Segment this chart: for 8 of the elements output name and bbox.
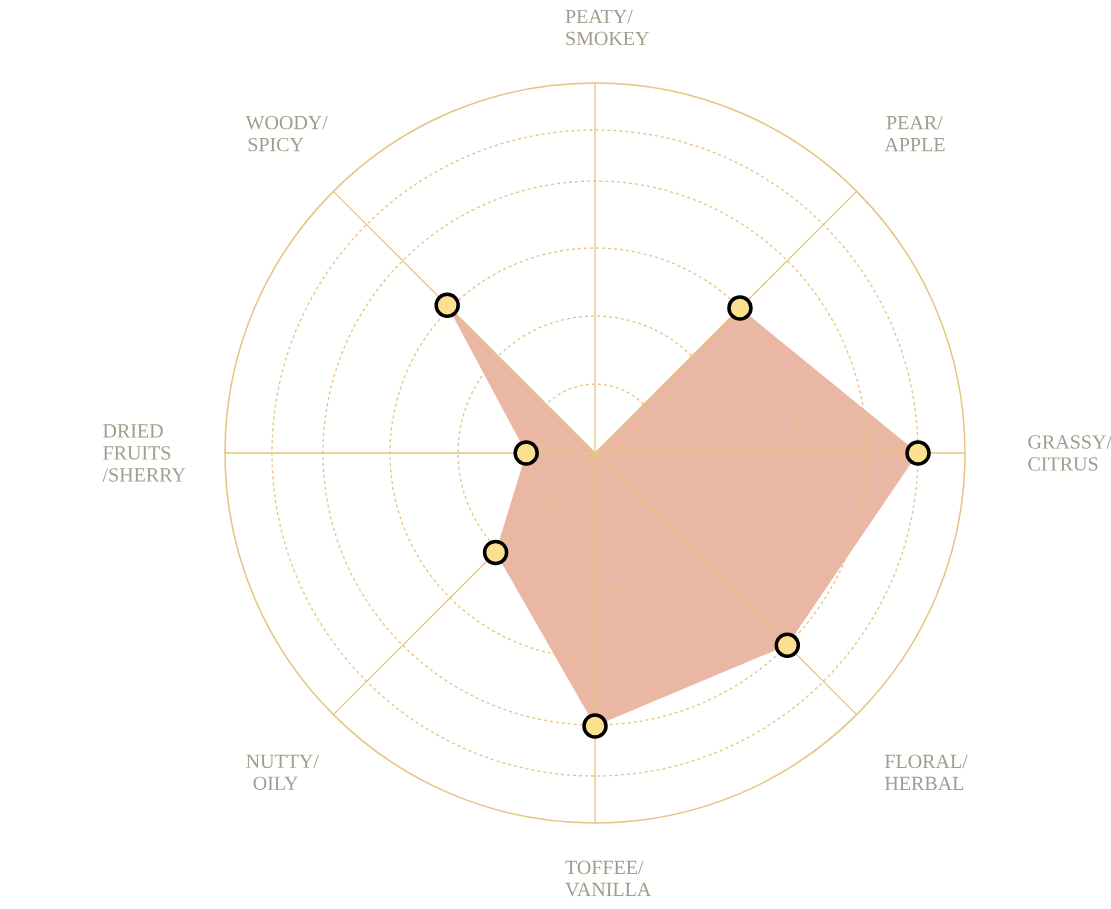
spoke-label: WOODY/ SPICY [245, 115, 328, 152]
spoke-label: FLORAL/ HERBAL [884, 754, 968, 791]
spoke-label: NUTTY/ OILY [246, 754, 319, 791]
spoke-label: TOFFEE/ VANILLA [565, 860, 652, 897]
spoke-label: PEATY/ SMOKEY [565, 9, 649, 46]
spoke-label: DRIED FRUITS /SHERRY [102, 424, 186, 482]
spoke-label: GRASSY/ CITRUS [1028, 435, 1111, 471]
spoke-label: PEAR/ APPLE [884, 116, 945, 152]
